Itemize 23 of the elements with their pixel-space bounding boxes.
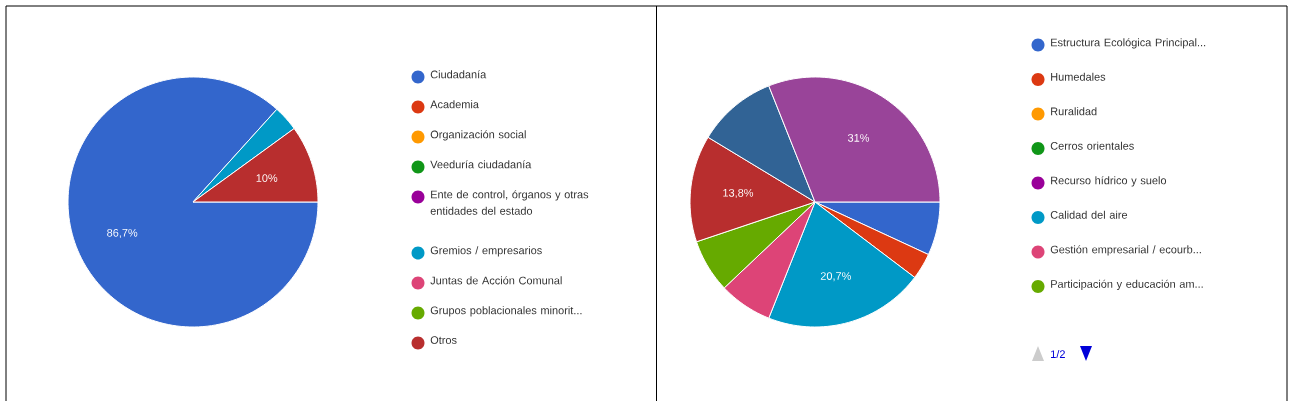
legend-label: Recurso hídrico y suelo (1051, 176, 1167, 187)
legend-label: Gremios / empresarios (430, 246, 542, 257)
legend-label: Participación y educación am... (1051, 279, 1203, 291)
legend-label: Ente de control, órganos y otras entidades del estado (430, 190, 589, 215)
legend-label: Organización social (430, 130, 526, 141)
text: 1/2 (1051, 349, 1065, 359)
legend-label: Ruralidad (1051, 107, 1097, 116)
legend-label: Estructura Ecológica Principal... (1051, 38, 1206, 49)
legend-label: Cerros orientales (1050, 141, 1134, 150)
legend-label: Academia (430, 100, 479, 109)
legend-label: Calidad del aire (1050, 210, 1128, 219)
data-label: 20,7% (820, 272, 851, 282)
data-label: 86,7% (107, 228, 138, 238)
legend-label: Ciudadanía (430, 70, 487, 79)
data-label: 10% (256, 174, 278, 182)
legend-label: Juntas de Acción Comunal (430, 276, 562, 285)
legend-label: Gestión empresarial / ecourb... (1050, 245, 1201, 256)
data-label: 13,8% (723, 188, 754, 199)
data-label: 31% (847, 133, 870, 142)
legend-label: Humedales (1051, 72, 1106, 81)
legend-label: Veeduría ciudadanía (430, 160, 532, 169)
legend-label: Otros (430, 336, 457, 344)
legend-label: Grupos poblacionales minorit... (430, 306, 582, 317)
